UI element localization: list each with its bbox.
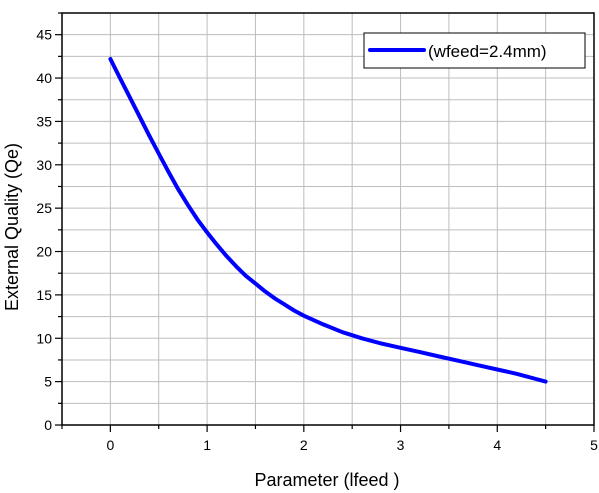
x-tick-label: 3 (397, 437, 405, 453)
y-tick-label: 15 (36, 287, 52, 303)
y-axis-title: External Quality (Qe) (2, 143, 22, 311)
y-tick-label: 5 (44, 374, 52, 390)
y-tick-label: 45 (36, 27, 52, 43)
y-tick-label: 30 (36, 157, 52, 173)
axes (61, 12, 595, 426)
y-tick-label: 40 (36, 70, 52, 86)
tick-marks (55, 12, 595, 432)
x-tick-label: 1 (203, 437, 211, 453)
grid (62, 12, 595, 425)
legend-label-series: (wfeed=2.4mm) (428, 42, 547, 61)
y-tick-label: 0 (44, 417, 52, 433)
x-tick-label: 5 (590, 437, 598, 453)
series-layer (108, 57, 548, 384)
legend: (wfeed=2.4mm) (363, 32, 586, 69)
x-tick-label: 4 (493, 437, 501, 453)
y-tick-label: 20 (36, 244, 52, 260)
y-tick-label: 35 (36, 113, 52, 129)
series-line (108, 57, 548, 384)
x-tick-label: 2 (300, 437, 308, 453)
plot-frame (61, 12, 595, 426)
y-tick-label: 25 (36, 200, 52, 216)
y-tick-label: 10 (36, 330, 52, 346)
x-tick-label: 0 (106, 437, 114, 453)
x-axis-title: Parameter (lfeed ) (254, 470, 399, 490)
